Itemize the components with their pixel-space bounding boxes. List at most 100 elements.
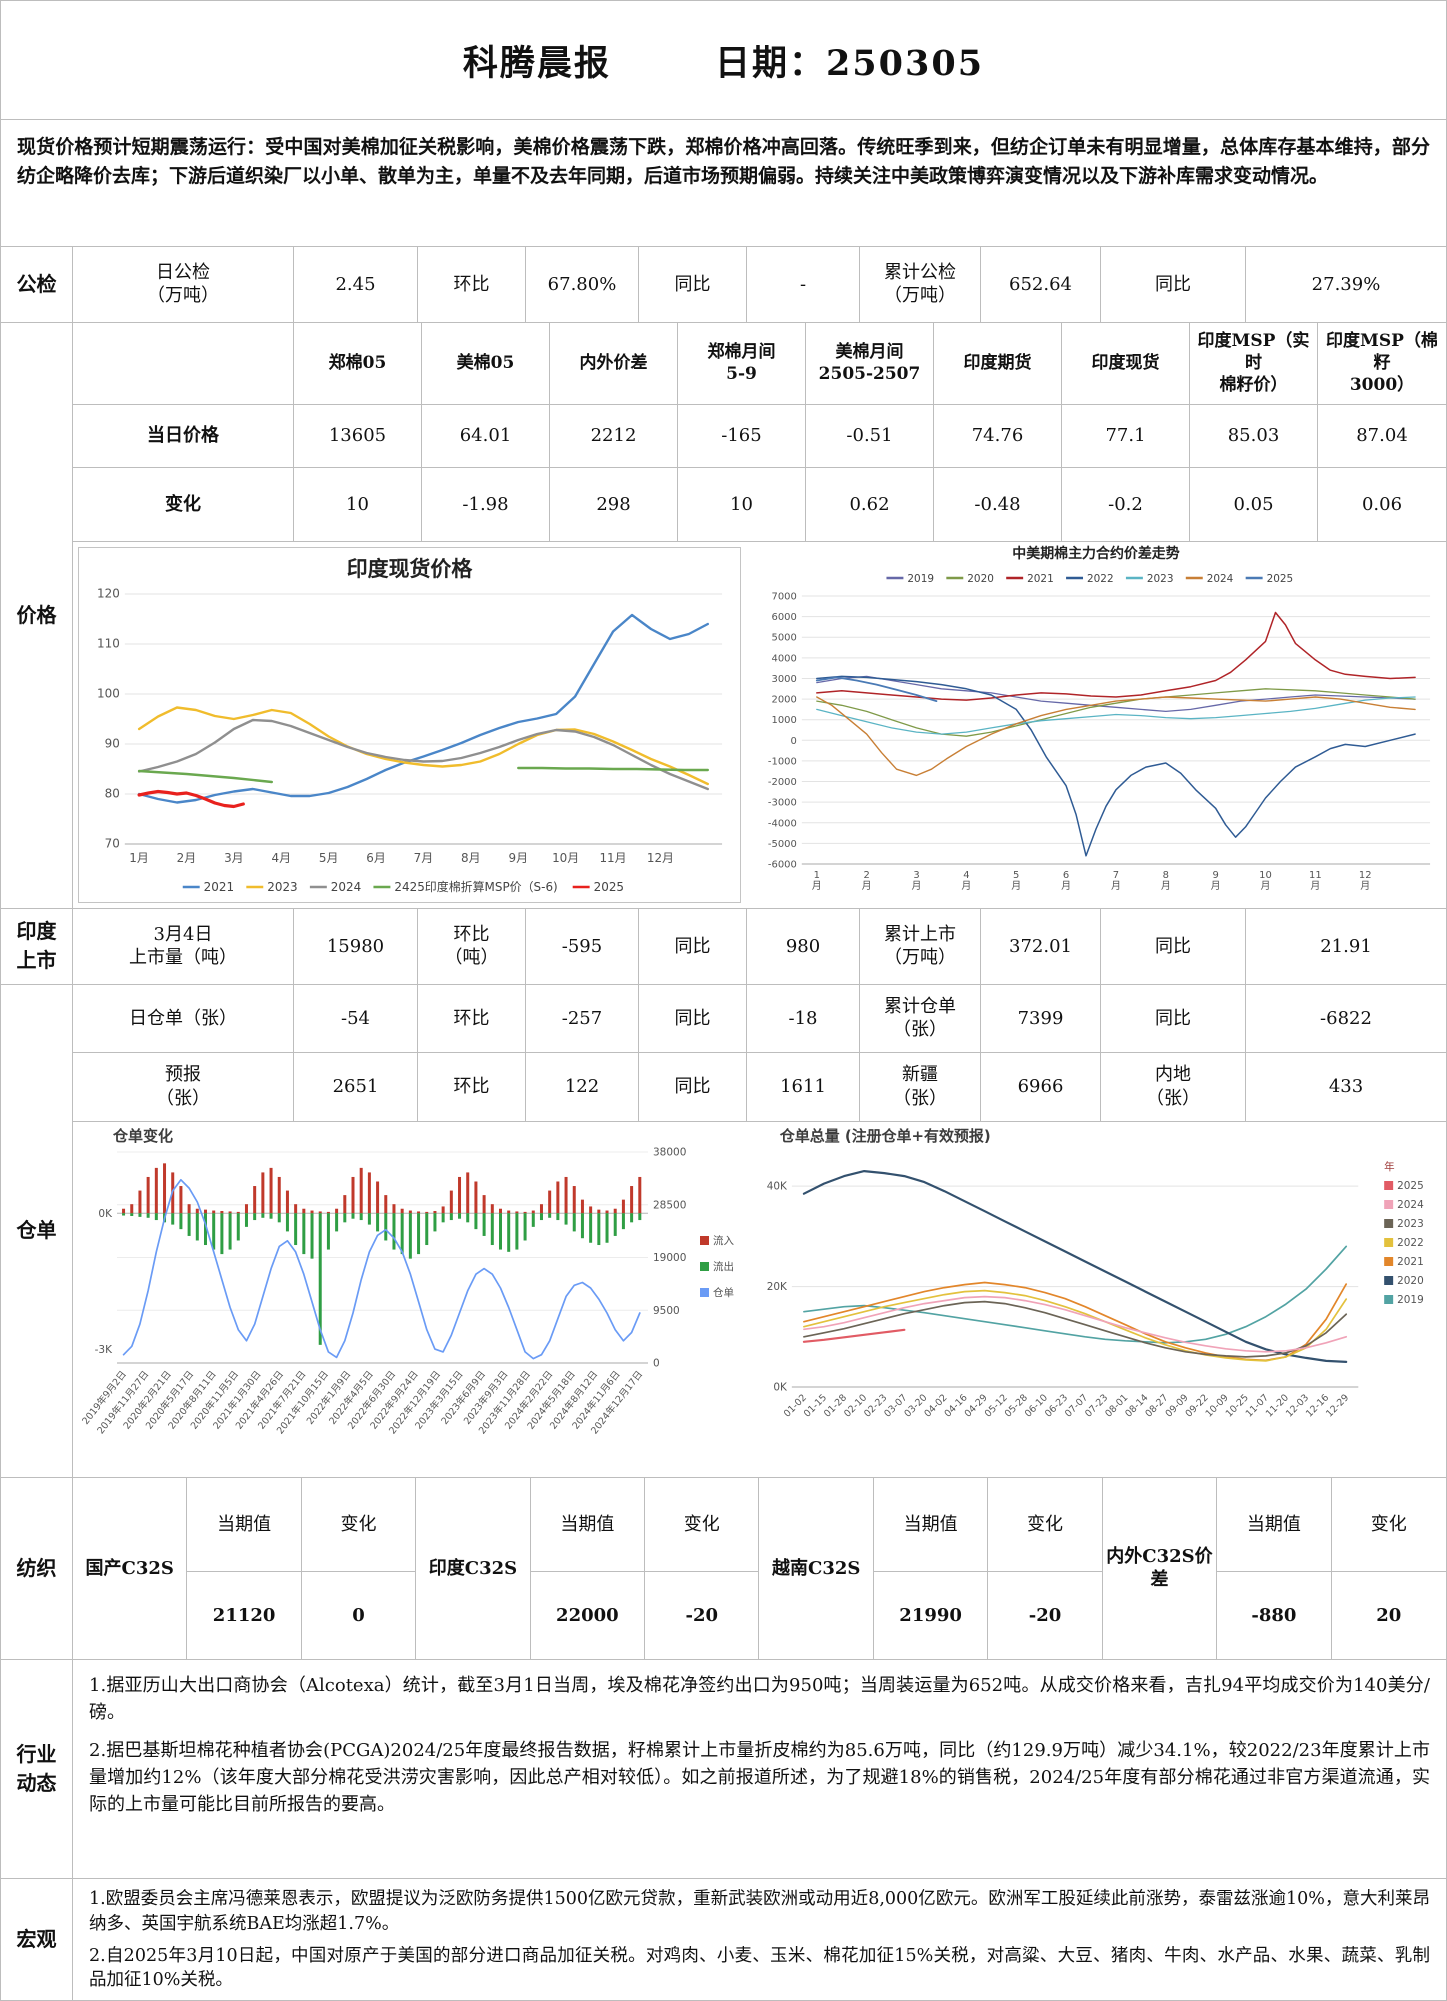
textile-current-label: 当期值	[1217, 1477, 1332, 1572]
price-value-cell: 77.1	[1062, 404, 1190, 467]
svg-text:2024: 2024	[1207, 573, 1234, 585]
price-value-cell: 当日价格	[73, 404, 294, 467]
report-title: 科腾晨报	[462, 42, 611, 84]
india-listing-cell: 同比	[639, 908, 747, 984]
price-change-cell: 0.05	[1190, 467, 1318, 541]
section-label-inspection: 公检	[1, 246, 73, 322]
warehouse-cell: 同比	[639, 984, 747, 1052]
price-header-cell: 郑棉月间 5-9	[678, 322, 806, 404]
summary-body: 受中国对美棉加征关税影响，美棉价格震荡下跌，郑棉价格冲高回落。传统旺季到来，但纺…	[17, 136, 1430, 188]
warehouse-cell: 新疆 （张）	[860, 1052, 981, 1121]
textile-table: 国产C32S 当期值 变化 21120 0 印度C32S 当期值 变化 22000 -20 越南C3…	[73, 1477, 1446, 1659]
textile-name-cell: 越南C32S	[759, 1477, 874, 1659]
warehouse-daily-row: 日仓单（张） -54 环比 -257 同比 -18 累计仓单 （张） 7399 同比 -6822	[73, 984, 1446, 1053]
svg-text:3000: 3000	[772, 674, 797, 685]
svg-text:28500: 28500	[653, 1199, 686, 1211]
price-change-cell: 0.62	[806, 467, 934, 541]
section-label-industry: 行业 动态	[1, 1659, 73, 1879]
warehouse-cell: 122	[526, 1052, 639, 1121]
price-header-cell: 印度MSP（棉籽 3000）	[1326, 331, 1438, 396]
price-value-cell: 13605	[294, 404, 422, 467]
price-value-cell: 85.03	[1190, 404, 1318, 467]
price-value-row: 当日价格 13605 64.01 2212 -165 -0.51 74.76 77.1 85.0…	[73, 404, 1446, 468]
svg-text:-6000: -6000	[768, 859, 797, 870]
svg-text:80: 80	[105, 786, 120, 800]
inspection-cell: 日公检 （万吨）	[73, 246, 294, 322]
textile-current-value: 22000	[531, 1571, 646, 1659]
india-listing-cell: 累计上市 （万吨）	[860, 908, 981, 984]
india-listing-cell: 同比	[1101, 908, 1246, 984]
svg-text:-4000: -4000	[768, 818, 797, 829]
svg-text:1月: 1月	[812, 870, 822, 892]
inspection-cell: 27.39%	[1311, 273, 1381, 295]
india-listing-row: 3月4日 上市量（吨） 15980 环比 （吨） -595 同比 980 累计上市 （万吨）…	[73, 908, 1446, 984]
warehouse-cell: 6966	[981, 1052, 1101, 1121]
svg-text:11月: 11月	[599, 851, 626, 865]
svg-text:-1000: -1000	[768, 756, 797, 767]
textile-current-label: 当期值	[873, 1477, 989, 1572]
price-header-cell: 印度MSP（实时 棉籽价）	[1190, 322, 1318, 404]
warehouse-cell: 433	[1328, 1076, 1364, 1098]
svg-text:2020: 2020	[1397, 1275, 1424, 1287]
price-header-cell: 内外价差	[550, 322, 678, 404]
india-listing-cell: 15980	[294, 908, 418, 984]
price-change-cell: 10	[294, 467, 422, 541]
inspection-cell: 2.45	[294, 246, 418, 322]
price-header-cell: 印度现货	[1062, 322, 1190, 404]
svg-text:12月: 12月	[1359, 870, 1372, 892]
svg-text:70: 70	[105, 836, 120, 850]
warehouse-receipt-change-chart: 0K-3K095001900028500380002019年9月2日2019年1…	[80, 1127, 735, 1436]
svg-text:2000: 2000	[772, 694, 797, 705]
svg-text:6月: 6月	[366, 851, 386, 865]
warehouse-cell: 7399	[981, 984, 1101, 1052]
price-value-cell: -0.51	[806, 404, 934, 467]
svg-text:2019: 2019	[907, 573, 934, 585]
warehouse-cell: -18	[747, 984, 860, 1052]
svg-text:40K: 40K	[767, 1180, 788, 1192]
price-change-cell: -0.48	[934, 467, 1062, 541]
warehouse-charts-row: 0K -3K 0 9500 19000 28500 38000 2019年9月2日 2019年1…	[73, 1122, 1446, 1477]
svg-text:2425印度棉折算MSP价（S-6): 2425印度棉折算MSP价（S-6)	[394, 879, 557, 894]
warehouse-cell: 1611	[747, 1052, 860, 1121]
india-spot-chart: 70 80 90 100 110 120 1月 2月 3月 4月 5月 6月 7月 8月 9月 10月 11月 1…	[97, 557, 723, 894]
svg-text:7月: 7月	[414, 851, 434, 865]
svg-text:4000: 4000	[772, 653, 797, 664]
textile-current-value: 21990	[874, 1571, 989, 1659]
svg-text:12月: 12月	[647, 851, 674, 865]
macro-news-section: 宏观 1.欧盟委员会主席冯德莱恩表示，欧盟提议为泛欧防务提供1500亿欧元贷款，…	[1, 1878, 1446, 2001]
svg-text:3月: 3月	[224, 851, 244, 865]
svg-text:4月: 4月	[961, 870, 971, 892]
svg-text:20K: 20K	[767, 1281, 788, 1293]
svg-text:2023: 2023	[1147, 573, 1174, 585]
price-change-cell: 10	[678, 467, 806, 541]
section-label-warehouse: 仓单	[1, 984, 73, 1477]
svg-text:38000: 38000	[653, 1146, 686, 1158]
svg-text:7000: 7000	[772, 591, 797, 602]
svg-text:6月: 6月	[1061, 870, 1071, 892]
textile-change-label: 变化	[301, 1477, 417, 1572]
svg-text:2月: 2月	[177, 851, 197, 865]
industry-news-item: 2.据巴基斯坦棉花种植者协会(PCGA)2024/25年度最终报告数据，籽棉累计…	[89, 1739, 1430, 1815]
price-body: 郑棉05 美棉05 内外价差 郑棉月间 5-9 美棉月间 2505-2507 印度期货 印度…	[73, 322, 1446, 908]
receipt-total-chart-cell: 0K 20K 40K 01-02 01-15 01-28 02-10 02-23 03-07 03…	[746, 1122, 1446, 1477]
textile-change-value: -20	[645, 1571, 760, 1659]
svg-text:8月: 8月	[1161, 870, 1171, 892]
svg-text:2021: 2021	[1027, 573, 1054, 585]
price-value-cell: 74.76	[934, 404, 1062, 467]
svg-text:中美期棉主力合约价差走势: 中美期棉主力合约价差走势	[1012, 545, 1179, 562]
svg-text:2024: 2024	[1397, 1199, 1424, 1211]
report-date: 日期：250305	[714, 42, 985, 84]
svg-text:2022: 2022	[1087, 573, 1114, 585]
price-value-cell: -165	[678, 404, 806, 467]
svg-text:-3K: -3K	[95, 1344, 113, 1356]
textile-change-value: -20	[988, 1571, 1103, 1659]
price-header-cell: 美棉05	[422, 322, 550, 404]
price-change-cell: 0.06	[1361, 493, 1403, 515]
warehouse-body: 日仓单（张） -54 环比 -257 同比 -18 累计仓单 （张） 7399 同比 -6822 …	[73, 984, 1446, 1477]
svg-text:1月: 1月	[129, 851, 149, 865]
svg-text:仓单: 仓单	[713, 1286, 734, 1299]
textile-name-cell: 印度C32S	[416, 1477, 531, 1659]
price-value-cell: 2212	[550, 404, 678, 467]
svg-text:流入: 流入	[713, 1234, 734, 1247]
svg-text:-3000: -3000	[768, 797, 797, 808]
